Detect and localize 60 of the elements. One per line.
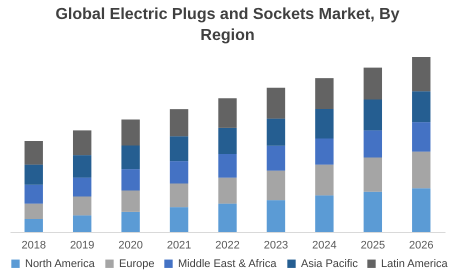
x-tick-label: 2025	[360, 240, 386, 252]
bar	[266, 170, 286, 200]
bar	[412, 57, 430, 92]
legend-label: Europe	[119, 258, 154, 270]
bar	[170, 161, 188, 184]
bar	[218, 98, 237, 128]
bar	[218, 154, 237, 178]
bar	[170, 207, 188, 232]
bar	[364, 68, 382, 100]
bar	[121, 190, 140, 212]
bar	[315, 78, 334, 109]
bar	[412, 122, 430, 152]
bar	[266, 118, 286, 146]
legend-label: Middle East & Africa	[178, 258, 278, 270]
x-tick-label: 2018	[21, 240, 46, 252]
bar	[24, 219, 43, 232]
legend-label: North America	[25, 258, 96, 270]
bar	[266, 200, 286, 232]
bar	[364, 192, 382, 232]
x-tick-label: 2021	[166, 240, 192, 252]
bar	[170, 184, 188, 208]
bar	[121, 146, 140, 170]
bar	[72, 215, 92, 232]
bar	[24, 164, 43, 185]
bar	[170, 136, 188, 162]
bar	[364, 130, 382, 158]
x-tick-label: 2019	[70, 240, 94, 252]
bar	[72, 178, 92, 196]
bar	[412, 188, 430, 232]
bar	[364, 157, 382, 192]
bar	[218, 128, 237, 154]
bar	[315, 164, 334, 196]
bar	[170, 109, 188, 136]
bar	[121, 119, 140, 146]
bar	[266, 88, 286, 119]
bar	[121, 169, 140, 191]
x-tick-label: 2024	[312, 240, 337, 252]
x-tick-label: 2026	[409, 240, 434, 252]
x-tick-label: 2022	[215, 240, 240, 252]
bar	[315, 195, 334, 232]
bar	[266, 146, 286, 171]
bar	[72, 130, 92, 156]
bar	[315, 108, 334, 139]
bar	[364, 100, 382, 130]
chart-title: Global Electric Plugs and Sockets Market, By Region	[55, 6, 400, 44]
legend-label: Asia Pacific	[301, 258, 358, 270]
bar	[218, 204, 237, 232]
bar	[412, 91, 430, 122]
legend-label: Latin America	[381, 258, 449, 270]
x-tick-label: 2023	[264, 240, 288, 252]
bar	[218, 178, 237, 204]
bar	[412, 152, 430, 188]
bar	[121, 212, 140, 232]
bar	[24, 141, 43, 165]
bar	[72, 196, 92, 216]
bar	[72, 155, 92, 178]
bar	[24, 184, 43, 204]
bar	[315, 138, 334, 165]
bar	[24, 204, 43, 220]
x-tick-label: 2020	[118, 240, 143, 252]
